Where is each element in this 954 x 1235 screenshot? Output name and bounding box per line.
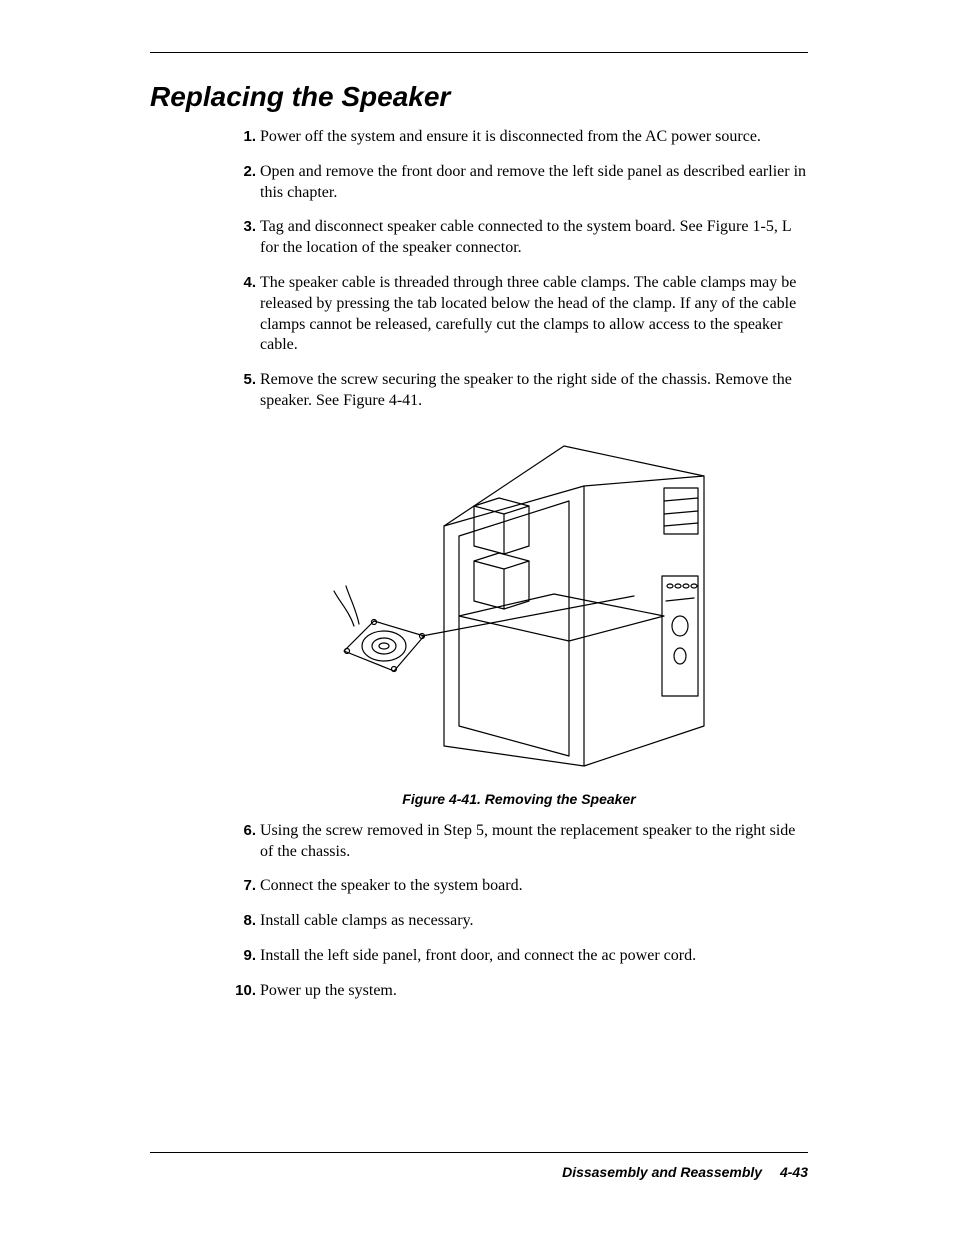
step-number: 1. [230,127,256,147]
figure-container: Figure 4-41. Removing the Speaker [230,426,808,807]
step-item: 6.Using the screw removed in Step 5, mou… [230,821,808,863]
step-text: The speaker cable is threaded through th… [260,274,796,353]
step-item: 10.Power up the system. [230,981,808,1002]
step-text: Power off the system and ensure it is di… [260,128,761,145]
step-number: 10. [222,981,256,1001]
step-item: 5.Remove the screw securing the speaker … [230,370,808,412]
top-rule [150,52,808,53]
step-number: 6. [230,821,256,841]
footer-section: Dissasembly and Reassembly [562,1164,762,1180]
step-text: Power up the system. [260,982,397,999]
step-text: Connect the speaker to the system board. [260,877,523,894]
step-item: 4.The speaker cable is threaded through … [230,273,808,356]
step-number: 2. [230,162,256,182]
steps-list-after-figure: 6.Using the screw removed in Step 5, mou… [230,821,808,1002]
step-number: 5. [230,370,256,390]
section-title: Replacing the Speaker [150,81,808,113]
step-number: 7. [230,876,256,896]
step-text: Open and remove the front door and remov… [260,163,806,201]
page-footer: Dissasembly and Reassembly 4-43 [150,1164,808,1180]
step-item: 9.Install the left side panel, front doo… [230,946,808,967]
step-number: 8. [230,911,256,931]
footer-page-number: 4-43 [780,1164,808,1180]
step-text: Install the left side panel, front door,… [260,947,696,964]
step-item: 8.Install cable clamps as necessary. [230,911,808,932]
step-number: 4. [230,273,256,293]
step-text: Remove the screw securing the speaker to… [260,371,792,409]
step-number: 9. [230,946,256,966]
step-number: 3. [230,217,256,237]
chassis-speaker-diagram [304,426,734,776]
step-item: 2.Open and remove the front door and rem… [230,162,808,204]
figure-caption: Figure 4-41. Removing the Speaker [230,791,808,807]
footer-rule [150,1152,808,1153]
step-text: Install cable clamps as necessary. [260,912,474,929]
step-item: 7.Connect the speaker to the system boar… [230,876,808,897]
step-text: Tag and disconnect speaker cable connect… [260,218,791,256]
step-item: 3.Tag and disconnect speaker cable conne… [230,217,808,259]
step-item: 1.Power off the system and ensure it is … [230,127,808,148]
page-content: Replacing the Speaker 1.Power off the sy… [150,52,808,1016]
step-text: Using the screw removed in Step 5, mount… [260,822,795,860]
steps-list-before-figure: 1.Power off the system and ensure it is … [230,127,808,412]
